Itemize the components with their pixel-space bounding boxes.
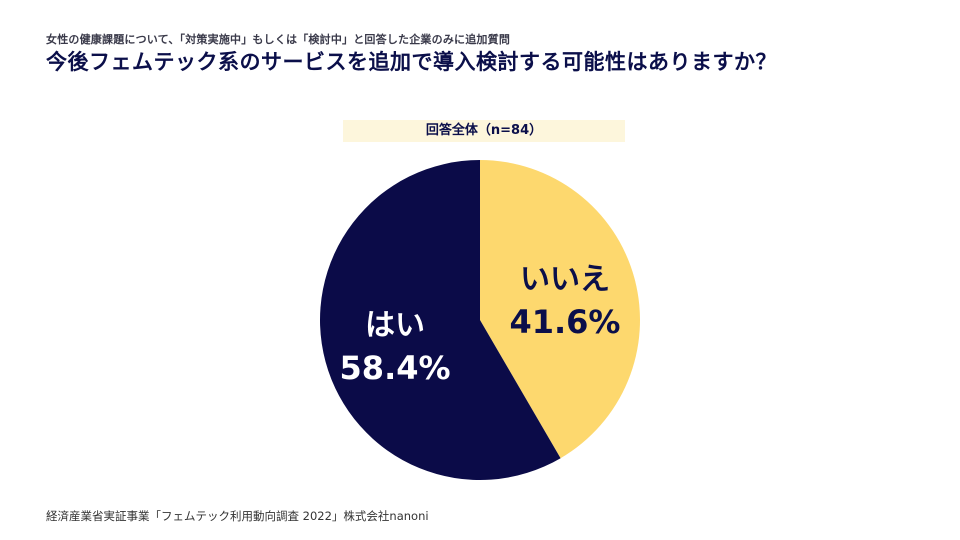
chart-caption: 回答全体（n=84） <box>343 120 625 142</box>
pie-slices <box>320 160 640 480</box>
pie-slice-yes <box>320 160 561 480</box>
pie-slice-no <box>480 160 640 459</box>
slice-label-no: いいえ <box>520 262 610 297</box>
chart-title: 今後フェムテック系のサービスを追加で導入検討する可能性はありますか？ <box>46 50 777 74</box>
source-note: 経済産業省実証事業「フェムテック利用動向調査 2022」株式会社nanoni <box>46 509 429 523</box>
pie-labels: いいえ 41.6% はい 58.4% <box>340 262 621 387</box>
slice-label-yes: はい <box>365 308 425 343</box>
slice-value-no: 41.6% <box>509 303 620 341</box>
chart-subtitle: 女性の健康課題について、「対策実施中」もしくは「検討中」と回答した企業のみに追加… <box>46 33 511 46</box>
slice-value-yes: 58.4% <box>340 349 451 387</box>
